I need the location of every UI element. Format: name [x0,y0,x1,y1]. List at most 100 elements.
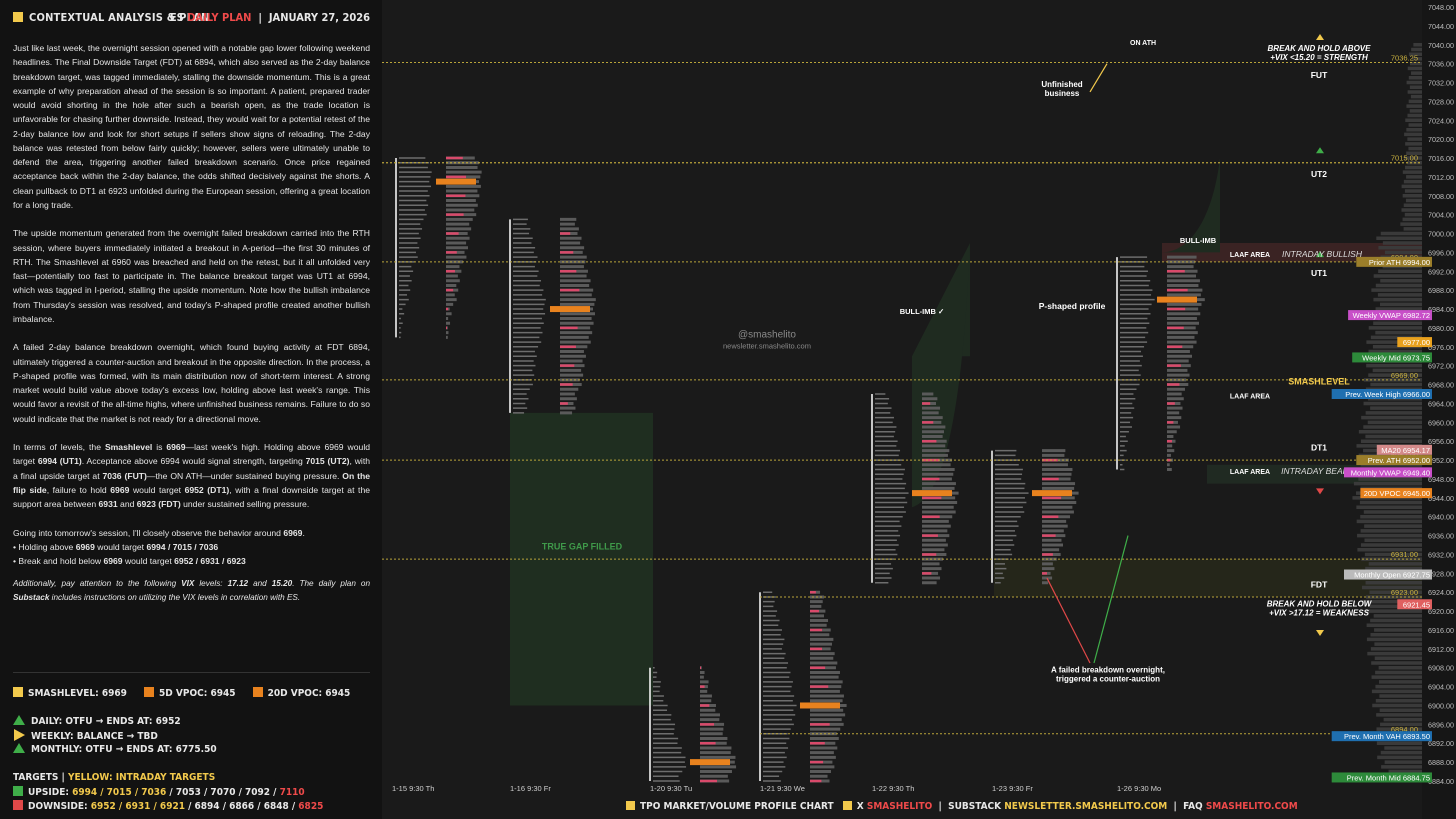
price-tick: 6988.00 [1428,286,1454,295]
session-profile-2 [509,217,596,415]
analysis-text: Just like last week, the overnight sessi… [13,41,370,620]
price-tick: 7016.00 [1428,154,1454,163]
paragraph-4: In terms of levels, the Smashlevel is 69… [13,442,371,509]
analysis-panel: CONTEXTUAL ANALYSIS & PLAN ES DAILY PLAN… [0,0,382,819]
level-name-ut1: UT1 [1311,268,1327,278]
red-arrow [1046,577,1091,664]
price-tick: 6932.00 [1428,550,1454,559]
level-tag: Weekly Mid 6973.75 [1362,353,1430,362]
session-profile-4 [759,590,847,783]
level-tag-bg [1331,731,1432,742]
trend-monthly: MONTHLY: OTFU → ENDS AT: 6775.50 [13,743,217,755]
level-tag: 6921.45 [1403,600,1430,609]
level-tag-bg [1356,256,1432,267]
break-hold-below-label: BREAK AND HOLD BELOW [1267,599,1373,608]
bull-imbalance-shape-2 [1162,158,1220,253]
p-shaped-label: P-shaped profile [1039,301,1106,311]
session-profile-3 [649,666,737,783]
session-poc [1032,490,1072,497]
footer-square-icon [626,801,635,810]
plan-label: DAILY PLAN [187,11,252,24]
bullet-hold-above: • Holding above 6969 would target 6994 /… [13,541,219,552]
level-tag-bg [1344,569,1432,580]
session-date-label: 1-22 9:30 Th [872,784,914,793]
true-gap-box [510,412,653,706]
session-poc [912,490,952,497]
right-triangle-icon [14,729,25,741]
true-gap-label: TRUE GAP FILLED [542,542,623,552]
level-value-fut: 7036.25 [1391,53,1418,62]
price-tick: 6940.00 [1428,513,1454,522]
key-levels: SMASHLEVEL: 6969 5D VPOC: 6945 20D VPOC:… [13,687,364,699]
sell-volume-bars [1167,270,1188,462]
instrument-label: ES [169,11,184,24]
level-tag-bg [1331,389,1432,399]
chart-canvas: TRUE GAP FILLED7036.257015.006994.006969… [382,0,1456,819]
fut-triangle-icon [1316,34,1324,41]
watermark-handle: @smashelito [738,329,796,340]
up-triangle-icon [13,743,25,753]
up-triangle-icon [13,715,25,725]
tpo-letters [875,393,909,584]
level-tag: Prev. Week High 6966.00 [1345,390,1430,399]
price-tick: 7020.00 [1428,135,1454,144]
x-handle[interactable]: SMASHELITO [866,801,933,812]
level-name-smashlevel: SMASHLEVEL [1288,377,1350,387]
tpo-letters [763,591,797,782]
failed-breakdown-label-1: A failed breakdown overnight, [1051,665,1165,674]
laaf-area-label: LAAF AREA [1230,252,1270,259]
break-hold-above-label: BREAK AND HOLD ABOVE [1268,44,1372,53]
level-tag-bg [1360,488,1432,499]
price-tick: 6936.00 [1428,532,1454,541]
price-tick: 6904.00 [1428,683,1454,692]
watermark-url: newsletter.smashelito.com [723,341,811,350]
price-tick: 7032.00 [1428,79,1454,88]
vpoc20-square-icon [252,687,263,697]
level-tag-bg [1348,310,1432,321]
smashlevel-label: SMASHLEVEL: 6969 [28,688,127,699]
trend-weekly: WEEKLY: BALANCE → TBD [13,729,158,742]
header-separator: | [258,11,262,24]
session-poc [436,178,476,185]
level-name-dt1: DT1 [1311,443,1327,453]
session-profile-6 [991,449,1079,585]
faq-link[interactable]: SMASHELITO.COM [1205,801,1298,812]
price-tick: 7000.00 [1428,230,1454,239]
date-label: JANUARY 27, 2026 [268,11,370,24]
price-tick: 6948.00 [1428,475,1454,484]
sell-volume-bars [1042,458,1062,575]
ut2-triangle-icon [1316,147,1324,154]
vix-strength-label: +VIX <15.20 = STRENGTH [1270,53,1368,62]
price-tick: 6960.00 [1428,418,1454,427]
substack-link[interactable]: NEWSLETTER.SMASHELITO.COM [1004,801,1168,812]
price-tick: 6976.00 [1428,343,1454,352]
price-tick: 6972.00 [1428,362,1454,371]
session-date-label: 1-15 9:30 Th [392,784,434,793]
sell-volume-bars [700,666,721,783]
session-date-label: 1-20 9:30 Tu [650,784,692,793]
price-tick: 7008.00 [1428,192,1454,201]
session-profile-1 [395,156,482,339]
level-value-smashlevel: 6969.00 [1391,371,1418,380]
price-tick: 6968.00 [1428,381,1454,390]
level-tag: Prev. Month Mid 6884.75 [1347,773,1430,782]
level-tag-bg [1376,444,1432,455]
price-tick: 6952.00 [1428,456,1454,465]
bull-imb-label-2: BULL-IMB [1180,236,1217,245]
vix-note: Additionally, pay attention to the follo… [13,579,371,603]
price-tick: 6944.00 [1428,494,1454,503]
panel-header: CONTEXTUAL ANALYSIS & PLAN ES DAILY PLAN… [13,11,370,27]
level-tag-bg [1356,455,1432,466]
price-tick: 6984.00 [1428,305,1454,314]
tpo-chart[interactable]: TRUE GAP FILLED7036.257015.006994.006969… [382,0,1456,819]
ut1-triangle-icon [1316,251,1324,258]
level-tag: 6977.00 [1403,338,1430,347]
green-arrow [1093,535,1129,664]
failed-breakdown-label-2: triggered a counter-auction [1056,674,1160,683]
session-profile-5 [871,392,959,585]
paragraph-2: The upside momentum generated from the o… [13,228,370,324]
price-tick: 6956.00 [1428,437,1454,446]
session-profile-7 [1116,255,1205,472]
vpoc20-label: 20D VPOC: 6945 [267,688,351,699]
price-tick: 7024.00 [1428,116,1454,125]
